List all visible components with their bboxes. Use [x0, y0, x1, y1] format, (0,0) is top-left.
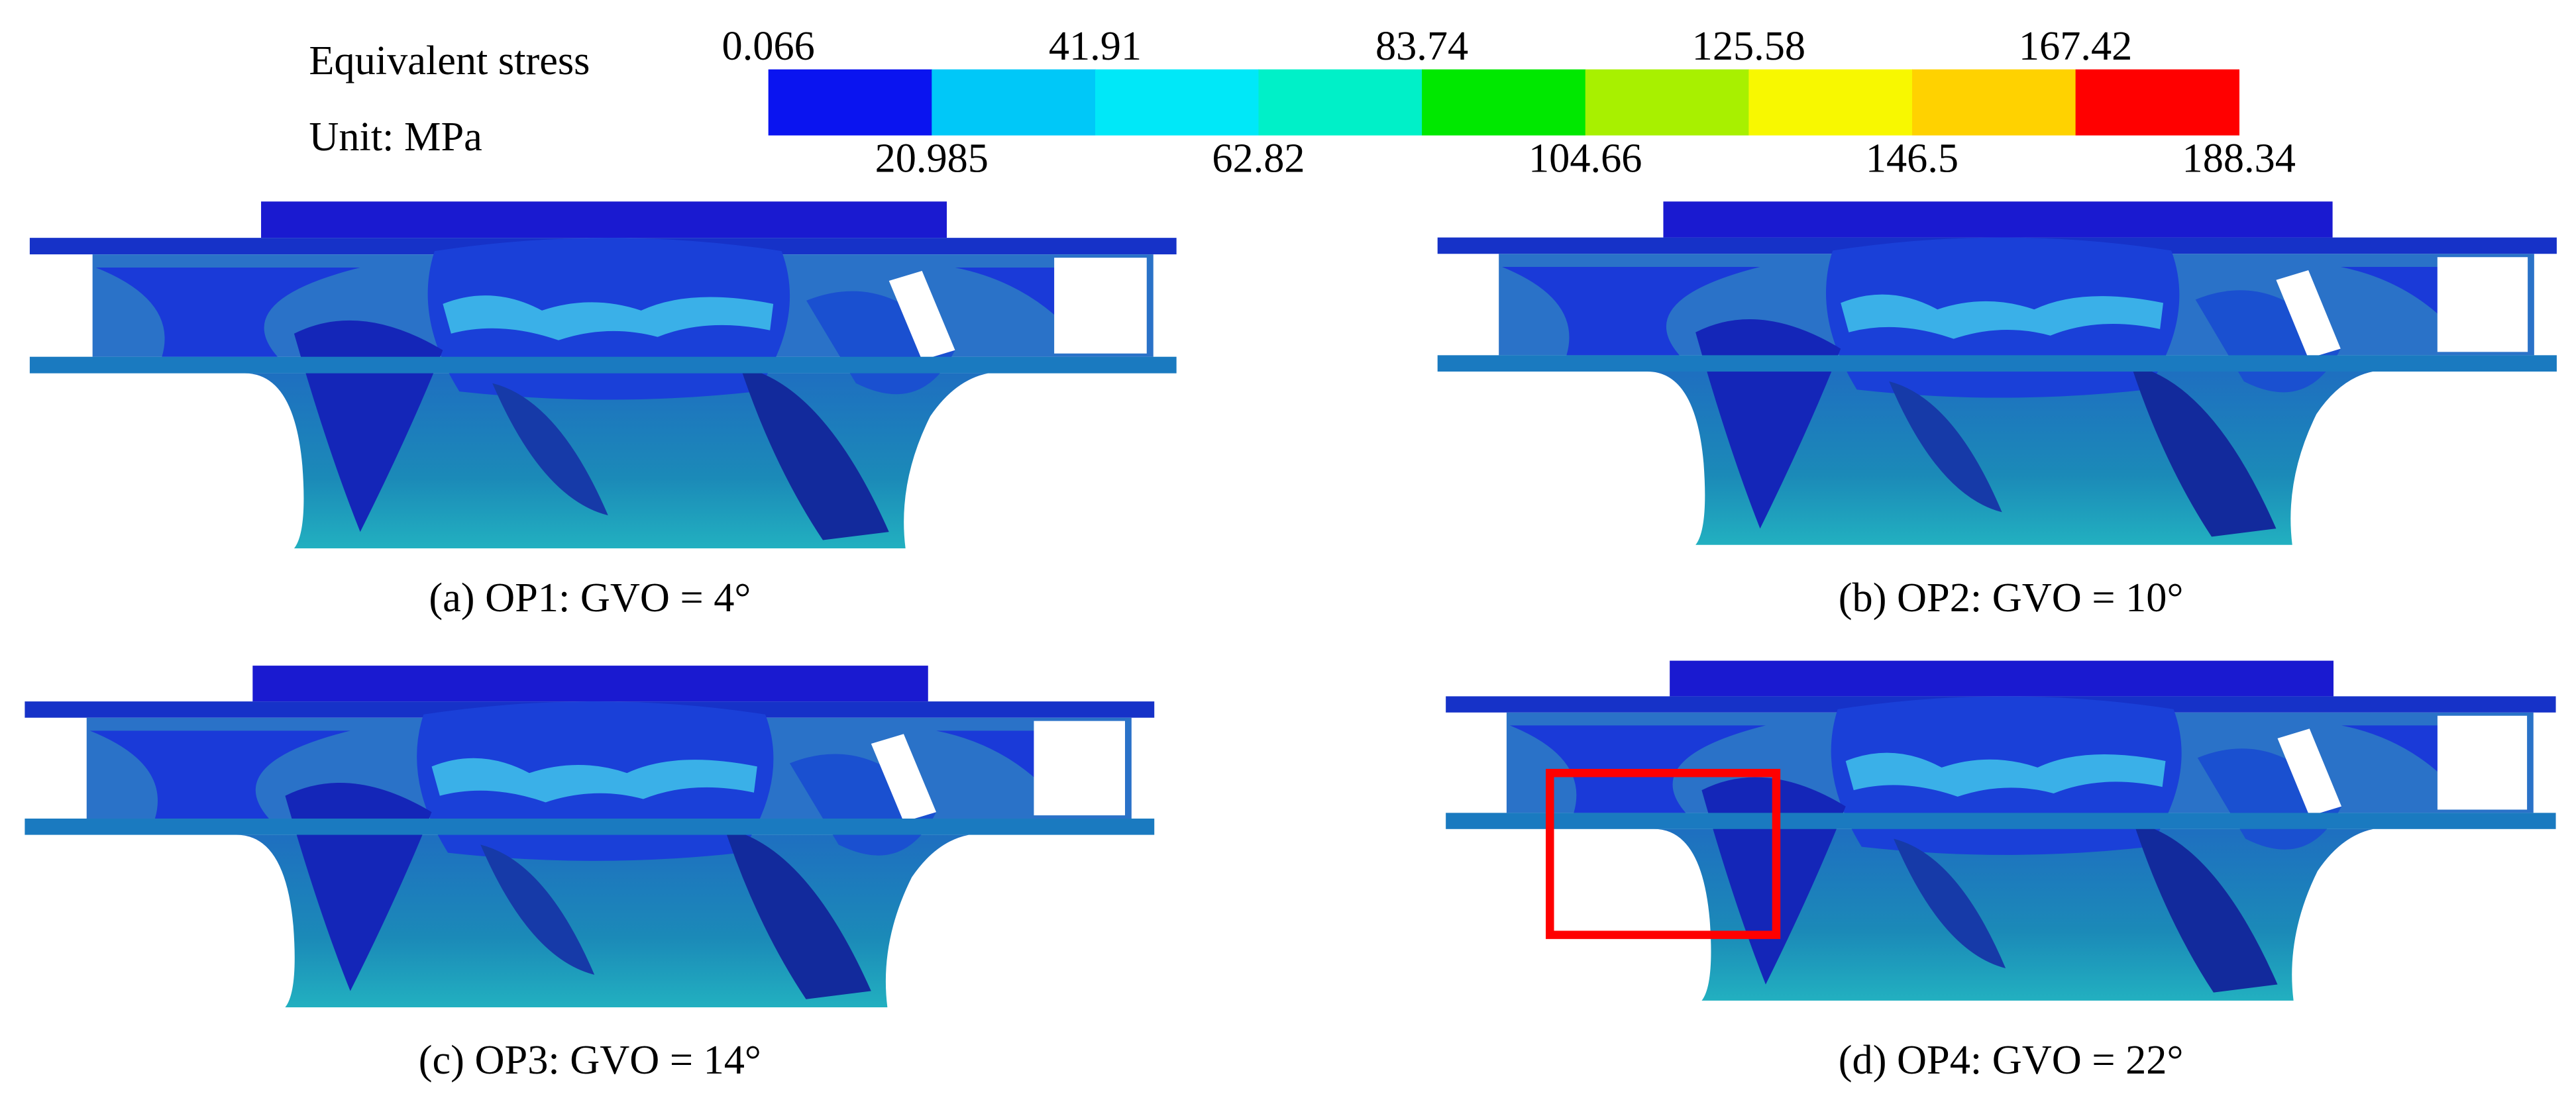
panel-image [29, 201, 1177, 549]
colorbar-segment [932, 69, 1096, 136]
colorbar-segment [1585, 69, 1750, 136]
panel-image [25, 666, 1155, 1007]
legend-unit: Unit: MPa [309, 114, 482, 160]
colorbar-tick-label: 41.91 [1049, 23, 1142, 69]
panel-caption: (a) OP1: GVO = 4° [429, 575, 751, 621]
colorbar-tick-label: 104.66 [1529, 135, 1642, 181]
legend-title: Equivalent stress [309, 38, 590, 83]
colorbar-tick-label: 188.34 [2182, 135, 2296, 181]
colorbar-segment [1258, 69, 1422, 136]
colorbar-tick-label: 20.985 [875, 135, 989, 181]
panel-caption: (c) OP3: GVO = 14° [419, 1037, 761, 1083]
colorbar-tick-label: 125.58 [1692, 23, 1805, 69]
panel-image [1446, 660, 2556, 1001]
colorbar-segment [768, 69, 933, 136]
panel-image [1437, 201, 2557, 545]
colorbar-tick-label: 0.066 [722, 23, 815, 69]
panel-caption: (d) OP4: GVO = 22° [1839, 1037, 2184, 1083]
highlight-box [1546, 768, 1781, 939]
colorbar-segment [1095, 69, 1260, 136]
colorbar-tick-label: 146.5 [1866, 135, 1959, 181]
colorbar-tick-label: 167.42 [2019, 23, 2132, 69]
panel-caption: (b) OP2: GVO = 10° [1839, 575, 2184, 621]
colorbar-tick-label: 62.82 [1212, 135, 1305, 181]
colorbar-segment [1422, 69, 1586, 136]
colorbar-segment [1911, 69, 2076, 136]
colorbar-segment [2075, 69, 2239, 136]
colorbar-segment [1748, 69, 1913, 136]
colorbar: 0.066 20.985 41.91 62.82 83.74 104.66 125.58 14… [722, 23, 2296, 181]
colorbar-tick-label: 83.74 [1375, 23, 1468, 69]
